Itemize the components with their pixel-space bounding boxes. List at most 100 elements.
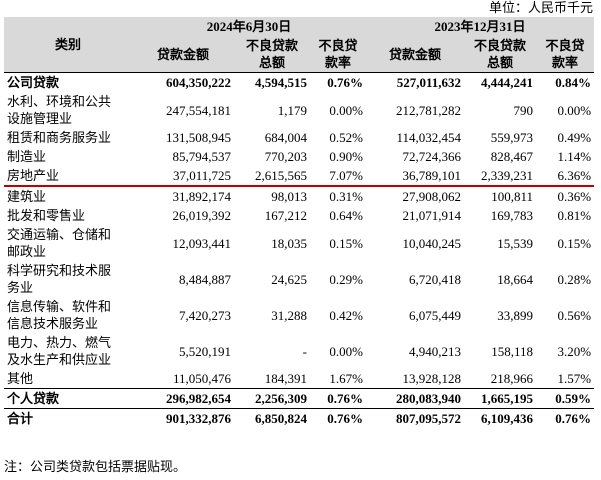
value-cell: 0.00% xyxy=(329,343,363,359)
value-cell: 559,973 xyxy=(490,130,533,145)
category-text: 个人贷款 xyxy=(7,391,60,406)
table-row: 建筑业 31,892,174 98,013 0.31% 27,908,062 100,81… xyxy=(4,186,594,206)
column-header-text: 不良贷款率 xyxy=(545,38,585,70)
table-row: 房地产业 37,011,725 2,615,565 7.07% 36,789,101 2,… xyxy=(4,166,595,187)
category-text: 合计 xyxy=(7,411,34,426)
table-row: 其他 11,050,476 184,391 1.67% 13,928,128 218,96… xyxy=(4,369,594,389)
category-text: 租赁和商务服务业 xyxy=(7,130,112,145)
value-cell: 6,850,824 xyxy=(234,408,310,428)
value-cell: 0.31% xyxy=(329,189,363,204)
value-cell: 247,554,181 xyxy=(166,102,231,118)
value-cell: 1.67% xyxy=(329,371,363,386)
category-text: 建筑业 xyxy=(7,189,47,204)
value-cell: 0.90% xyxy=(329,149,363,164)
column-header: 贷款金额 xyxy=(132,36,234,73)
value-cell: 167,212 xyxy=(264,208,307,223)
category-cell: 房地产业 xyxy=(4,166,132,187)
value-cell: 5,520,191 xyxy=(179,343,231,359)
value-cell: 0.76% xyxy=(310,72,366,92)
value-cell: 527,011,632 xyxy=(366,72,464,92)
value-cell: 1,665,195 xyxy=(464,388,536,409)
category-text: 电力、热力、燃气及水生产和供应业 xyxy=(7,335,112,367)
category-cell: 公司贷款 xyxy=(4,72,132,92)
table-row: 电力、热力、燃气及水生产和供应业 5,520,191 - 0.00% 4,940,213… xyxy=(4,333,594,369)
value-cell: 31,288 xyxy=(271,307,307,323)
table-row: 个人贷款 296,982,654 2,256,309 0.76% 280,083,940… xyxy=(4,388,595,409)
value-cell: 1,179 xyxy=(277,102,307,118)
category-text: 房地产业 xyxy=(7,168,60,183)
column-header: 不良贷款总额 xyxy=(234,36,310,73)
value-cell: 0.29% xyxy=(329,271,363,287)
category-cell: 租赁和商务服务业 xyxy=(4,128,132,147)
value-cell: 0.84% xyxy=(536,72,595,92)
value-cell: 33,899 xyxy=(497,307,533,323)
category-cell: 批发和零售业 xyxy=(4,206,132,225)
value-cell: 36,789,101 xyxy=(366,166,464,187)
value-cell: 3.20% xyxy=(557,343,592,359)
value-cell: 15,539 xyxy=(497,235,533,251)
category-cell: 合计 xyxy=(4,408,132,428)
value-cell: 0.81% xyxy=(557,208,592,223)
value-cell: 2,256,309 xyxy=(234,388,310,409)
table-row: 交通运输、仓储和邮政业 12,093,441 18,035 0.15% 10,040,2… xyxy=(4,225,594,261)
category-header: 类别 xyxy=(4,17,132,73)
category-cell: 个人贷款 xyxy=(4,388,132,409)
value-cell: 21,071,914 xyxy=(402,208,462,223)
column-header-text: 不良贷款总额 xyxy=(246,38,299,70)
value-cell: 4,444,241 xyxy=(464,72,536,92)
value-cell: 6,109,436 xyxy=(464,408,536,428)
column-header-text: 贷款金额 xyxy=(389,46,442,62)
value-cell: 131,508,945 xyxy=(166,130,231,145)
value-cell: 184,391 xyxy=(264,371,307,386)
value-cell: 18,664 xyxy=(497,271,533,287)
category-text: 科学研究和技术服务业 xyxy=(7,263,112,295)
value-cell: 0.59% xyxy=(536,388,595,409)
value-cell: 8,484,887 xyxy=(179,271,231,287)
table-row: 租赁和商务服务业 131,508,945 684,004 0.52% 114,032,4… xyxy=(4,128,594,147)
value-cell: 4,594,515 xyxy=(234,72,310,92)
value-cell: 790 xyxy=(513,102,534,118)
value-cell: 828,467 xyxy=(490,149,533,164)
value-cell: 37,011,725 xyxy=(132,166,234,187)
value-cell: 2,339,231 xyxy=(464,166,536,187)
column-header-text: 不良贷款率 xyxy=(318,38,358,70)
value-cell: 6.36% xyxy=(536,166,595,187)
value-cell: 0.76% xyxy=(536,408,595,428)
category-text: 交通运输、仓储和邮政业 xyxy=(7,227,112,259)
table-row: 批发和零售业 26,019,392 167,212 0.64% 21,071,914 16… xyxy=(4,206,594,225)
value-cell: 901,332,876 xyxy=(132,408,234,428)
value-cell: 1.57% xyxy=(557,371,592,386)
category-cell: 电力、热力、燃气及水生产和供应业 xyxy=(4,333,132,369)
value-cell: 18,035 xyxy=(271,235,307,251)
column-header: 不良贷款率 xyxy=(310,36,366,73)
value-cell: 280,083,940 xyxy=(366,388,464,409)
value-cell: 100,811 xyxy=(491,189,533,204)
column-header: 贷款金额 xyxy=(366,36,464,73)
value-cell: 0.42% xyxy=(329,307,363,323)
value-cell: 4,940,213 xyxy=(409,343,461,359)
value-cell: 0.76% xyxy=(310,408,366,428)
value-cell: 12,093,441 xyxy=(172,235,232,251)
value-cell: 0.00% xyxy=(329,102,363,118)
footnote: 注：公司类贷款包括票据贴现。 xyxy=(4,459,187,474)
value-cell: 807,095,572 xyxy=(366,408,464,428)
value-cell: 10,040,245 xyxy=(402,235,462,251)
category-text: 其他 xyxy=(7,371,34,386)
column-header-text: 贷款金额 xyxy=(157,46,210,62)
category-cell: 科学研究和技术服务业 xyxy=(4,261,132,297)
category-cell: 其他 xyxy=(4,369,132,389)
value-cell: 11,050,476 xyxy=(172,371,231,386)
value-cell: 85,794,537 xyxy=(172,149,232,164)
value-cell: 0.52% xyxy=(329,130,363,145)
value-cell: 158,118 xyxy=(491,343,533,359)
value-cell: 0.15% xyxy=(329,235,363,251)
value-cell: 6,075,449 xyxy=(409,307,461,323)
value-cell: 0.00% xyxy=(557,102,592,118)
value-cell: 114,032,454 xyxy=(396,130,461,145)
value-cell: 212,781,282 xyxy=(396,102,461,118)
value-cell: 6,720,418 xyxy=(409,271,461,287)
column-header-text: 不良贷款总额 xyxy=(474,38,527,70)
value-cell: 26,019,392 xyxy=(172,208,232,223)
value-cell: 0.15% xyxy=(557,235,592,251)
column-header: 不良贷款总额 xyxy=(464,36,536,73)
